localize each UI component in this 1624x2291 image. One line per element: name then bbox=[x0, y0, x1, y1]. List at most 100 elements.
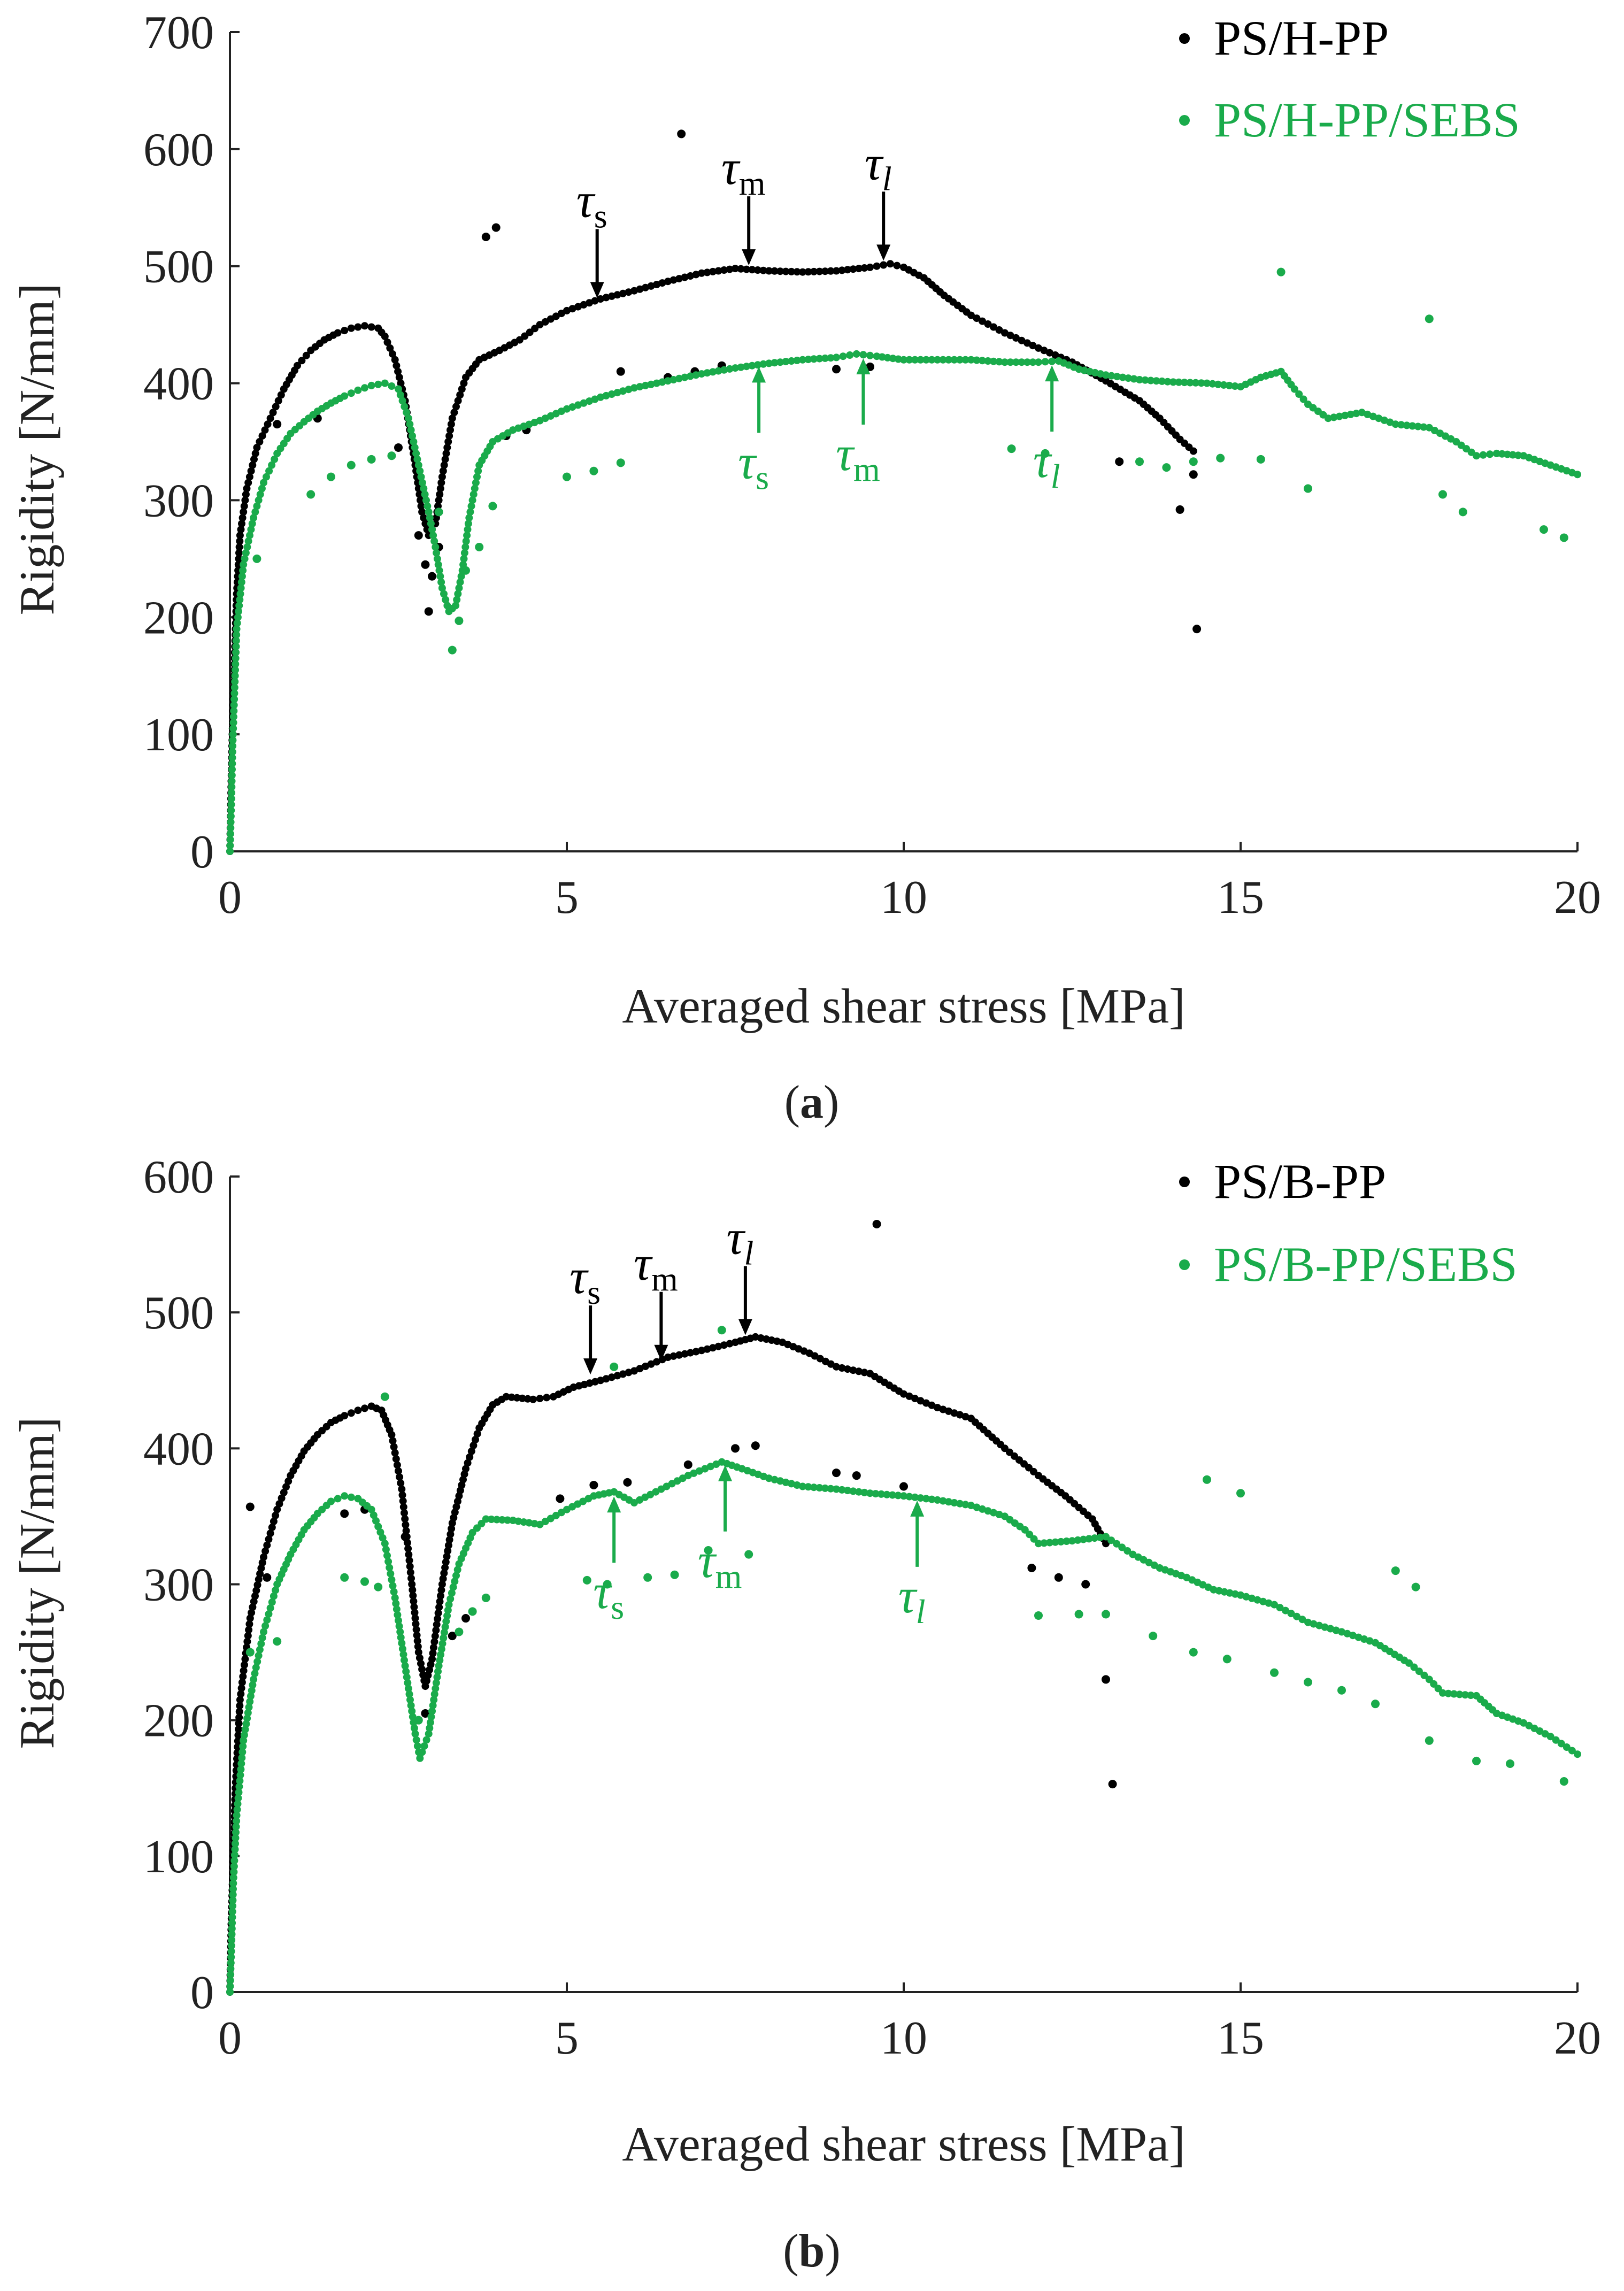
scatter-point-ps-b-pp-sebs bbox=[1074, 1610, 1083, 1619]
data-point-ps-h-pp bbox=[391, 356, 399, 364]
series-layer bbox=[226, 129, 1581, 855]
annotation-label: τl bbox=[727, 1210, 754, 1272]
data-point-ps-h-pp bbox=[440, 461, 448, 469]
data-point-ps-h-pp-sebs bbox=[630, 384, 638, 392]
annotation-subscript: m bbox=[715, 1557, 742, 1595]
legend-label-ps-h-pp: PS/H-PP bbox=[1214, 11, 1389, 65]
data-point-ps-h-pp-sebs bbox=[939, 356, 947, 364]
scatter-point-ps-h-pp bbox=[414, 531, 423, 540]
data-point-ps-h-pp bbox=[765, 267, 773, 275]
data-point-ps-b-pp bbox=[411, 1615, 419, 1622]
data-point-ps-b-pp-sebs bbox=[250, 1675, 258, 1683]
data-point-ps-b-pp-sebs bbox=[1332, 1626, 1340, 1634]
data-point-ps-b-pp-sebs bbox=[226, 1982, 234, 1990]
scatter-point-ps-b-pp-sebs bbox=[1472, 1756, 1481, 1765]
data-point-ps-b-pp bbox=[413, 1631, 421, 1639]
data-point-ps-h-pp-sebs bbox=[226, 830, 234, 838]
data-point-ps-b-pp-sebs bbox=[404, 1685, 412, 1693]
data-point-ps-b-pp-sebs bbox=[1118, 1543, 1126, 1551]
data-point-ps-h-pp-sebs bbox=[228, 777, 236, 785]
data-point-ps-h-pp-sebs bbox=[1324, 414, 1332, 422]
scatter-point-ps-b-pp bbox=[245, 1502, 255, 1511]
data-point-ps-b-pp bbox=[917, 1397, 925, 1405]
data-point-ps-b-pp-sebs bbox=[395, 1622, 403, 1630]
data-point-ps-b-pp bbox=[438, 1580, 446, 1588]
data-point-ps-h-pp-sebs bbox=[233, 625, 241, 633]
data-point-ps-b-pp bbox=[273, 1505, 281, 1513]
annotation-label: τm bbox=[698, 1533, 742, 1595]
data-point-ps-h-pp-sebs bbox=[1119, 373, 1127, 381]
data-point-ps-b-pp-sebs bbox=[255, 1651, 263, 1659]
scatter-point-ps-b-pp bbox=[556, 1494, 565, 1503]
data-point-ps-b-pp-sebs bbox=[440, 1634, 448, 1642]
data-point-ps-b-pp-sebs bbox=[1096, 1533, 1104, 1541]
data-point-ps-b-pp bbox=[278, 1494, 286, 1502]
data-point-ps-b-pp bbox=[950, 1409, 958, 1417]
data-point-ps-h-pp bbox=[1051, 351, 1059, 359]
data-point-ps-b-pp-sebs bbox=[498, 1516, 506, 1524]
data-point-ps-h-pp-sebs bbox=[905, 356, 913, 364]
data-point-ps-b-pp bbox=[447, 1530, 455, 1538]
data-point-ps-b-pp bbox=[470, 1441, 478, 1449]
data-point-ps-b-pp-sebs bbox=[448, 1589, 456, 1597]
data-point-ps-b-pp-sebs bbox=[860, 1488, 868, 1496]
data-point-ps-h-pp-sebs bbox=[1335, 412, 1343, 420]
data-point-ps-h-pp-sebs bbox=[251, 508, 259, 516]
data-point-ps-h-pp-sebs bbox=[1479, 451, 1487, 459]
x-tick-label: 10 bbox=[880, 2012, 927, 2064]
data-point-ps-b-pp bbox=[1102, 1540, 1110, 1548]
scatter-point-ps-b-pp bbox=[832, 1469, 841, 1478]
data-point-ps-h-pp-sebs bbox=[413, 455, 421, 463]
scatter-point-ps-b-pp-sebs bbox=[340, 1573, 349, 1582]
annotation-arrowhead bbox=[583, 1358, 598, 1375]
data-point-ps-b-pp bbox=[664, 1354, 672, 1361]
data-point-ps-h-pp bbox=[302, 351, 310, 359]
data-point-ps-h-pp bbox=[415, 490, 424, 498]
data-point-ps-b-pp bbox=[266, 1529, 274, 1537]
data-point-ps-b-pp-sebs bbox=[395, 1617, 402, 1625]
data-point-ps-b-pp-sebs bbox=[804, 1483, 812, 1491]
data-point-ps-h-pp-sebs bbox=[471, 485, 479, 493]
annotation-subscript: l bbox=[1051, 457, 1060, 495]
data-point-ps-h-pp-sebs bbox=[242, 549, 250, 557]
data-point-ps-b-pp-sebs bbox=[429, 1702, 437, 1710]
data-point-ps-b-pp bbox=[472, 1436, 479, 1443]
data-point-ps-h-pp bbox=[367, 323, 375, 331]
data-point-ps-h-pp bbox=[1012, 334, 1020, 342]
data-point-ps-b-pp-sebs bbox=[1287, 1610, 1295, 1618]
data-point-ps-h-pp-sebs bbox=[409, 432, 416, 440]
data-point-ps-b-pp bbox=[922, 1399, 930, 1407]
data-point-ps-h-pp-sebs bbox=[237, 578, 245, 586]
y-axis-label: Rigidity [N/mm] bbox=[10, 283, 64, 616]
data-point-ps-h-pp bbox=[240, 508, 248, 516]
data-point-ps-h-pp bbox=[1046, 349, 1053, 357]
data-point-ps-b-pp-sebs bbox=[1321, 1623, 1329, 1631]
data-point-ps-h-pp-sebs bbox=[239, 566, 247, 574]
data-point-ps-b-pp bbox=[653, 1358, 660, 1366]
data-point-ps-h-pp bbox=[984, 320, 992, 328]
data-point-ps-b-pp-sebs bbox=[381, 1540, 389, 1548]
data-point-ps-h-pp bbox=[804, 268, 812, 276]
data-point-ps-b-pp bbox=[928, 1401, 936, 1409]
data-point-ps-b-pp-sebs bbox=[383, 1551, 391, 1559]
scatter-point-ps-b-pp bbox=[623, 1478, 632, 1487]
data-point-ps-h-pp bbox=[844, 266, 851, 274]
data-point-ps-h-pp-sebs bbox=[1380, 416, 1388, 424]
data-point-ps-h-pp-sebs bbox=[243, 543, 251, 551]
data-point-ps-b-pp-sebs bbox=[241, 1726, 249, 1733]
data-point-ps-h-pp-sebs bbox=[235, 602, 243, 610]
data-point-ps-h-pp-sebs bbox=[230, 701, 238, 709]
data-point-ps-b-pp-sebs bbox=[258, 1634, 266, 1642]
data-point-ps-h-pp bbox=[720, 266, 728, 274]
annotation-subscript: m bbox=[739, 164, 766, 202]
data-point-ps-b-pp-sebs bbox=[979, 1505, 986, 1513]
scatter-point-ps-h-pp bbox=[1175, 505, 1184, 514]
annotation-subscript: m bbox=[853, 450, 880, 488]
data-point-ps-h-pp-sebs bbox=[367, 381, 375, 389]
data-point-ps-b-pp-sebs bbox=[793, 1481, 801, 1489]
data-point-ps-b-pp-sebs bbox=[889, 1491, 896, 1499]
data-point-ps-h-pp-sebs bbox=[647, 380, 655, 388]
data-point-ps-b-pp bbox=[240, 1667, 248, 1675]
data-point-ps-h-pp bbox=[827, 267, 835, 275]
data-point-ps-b-pp-sebs bbox=[232, 1834, 240, 1842]
